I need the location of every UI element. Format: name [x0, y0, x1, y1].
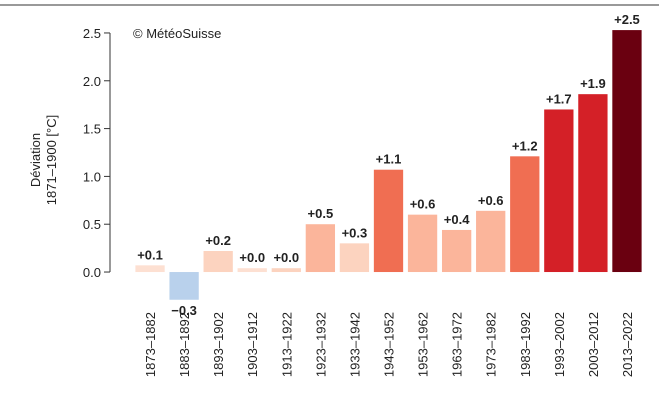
value-label: +1.7: [546, 91, 572, 106]
bar: [373, 169, 404, 273]
bar: [510, 156, 540, 273]
bar: [578, 94, 608, 273]
bar: [612, 30, 642, 273]
x-tick-label: 1903–1912: [245, 312, 260, 377]
bar: [544, 109, 574, 273]
value-label: +0.3: [342, 225, 368, 240]
value-label: +1.1: [376, 152, 402, 167]
x-tick-label: 1963–1972: [450, 312, 465, 377]
x-tick-label: 1933–1942: [347, 312, 362, 377]
x-tick-label: 1993–2002: [552, 312, 567, 377]
y-tick-label: 1.5: [83, 122, 101, 137]
y-tick-label: 0.0: [83, 265, 101, 280]
y-axis-label: 1871–1900 [°C]: [44, 115, 59, 206]
value-label: +1.2: [512, 138, 538, 153]
bar: [407, 214, 438, 273]
value-label: +0.2: [205, 233, 231, 248]
x-tick-label: 2013–2022: [620, 312, 635, 377]
y-tick-label: 2.5: [83, 26, 101, 41]
value-label: +0.0: [239, 250, 265, 265]
value-label: +0.6: [410, 197, 436, 212]
value-label: +1.9: [580, 76, 606, 91]
value-label: +0.5: [308, 206, 334, 221]
bar: [237, 268, 267, 273]
x-tick-label: 1943–1952: [382, 312, 397, 377]
bar: [271, 268, 301, 273]
value-label: +0.6: [478, 193, 504, 208]
x-tick-label: 2003–2012: [586, 312, 601, 377]
bar: [203, 250, 233, 273]
y-axis-label: Déviation: [28, 133, 43, 187]
x-tick-label: 1923–1932: [313, 312, 328, 377]
x-tick-label: 1883–1892: [177, 312, 192, 377]
value-label: −0.3: [171, 303, 197, 318]
value-label: +0.1: [137, 247, 163, 262]
y-tick-label: 0.5: [83, 217, 101, 232]
bar: [169, 272, 199, 300]
x-tick-label: 1973–1982: [484, 312, 499, 377]
bar: [339, 243, 370, 273]
x-tick-label: 1913–1922: [279, 312, 294, 377]
x-tick-label: 1873–1882: [143, 312, 158, 377]
x-tick-label: 1953–1962: [416, 312, 431, 377]
bar: [135, 265, 165, 273]
y-tick-label: 1.0: [83, 169, 101, 184]
x-tick-label: 1893–1902: [211, 312, 226, 377]
bar: [305, 224, 336, 273]
value-label: +2.5: [614, 12, 640, 27]
x-tick-label: 1983–1992: [518, 312, 533, 377]
value-label: +0.4: [444, 212, 470, 227]
value-label: +0.0: [273, 250, 299, 265]
y-tick-label: 2.0: [83, 74, 101, 89]
bar: [441, 229, 472, 273]
bar: [476, 210, 506, 273]
annotation: © MétéoSuisse: [133, 26, 221, 41]
